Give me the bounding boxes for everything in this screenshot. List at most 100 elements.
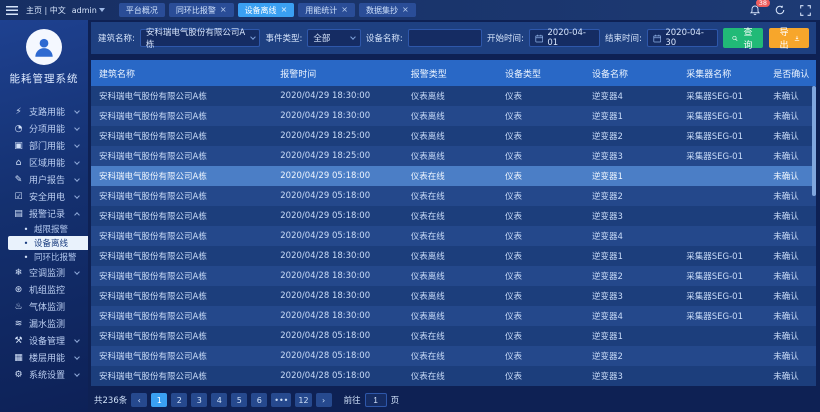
cell-device-name: 逆变器1 <box>592 112 623 122</box>
tab-close-icon[interactable]: × <box>401 5 409 14</box>
table-row[interactable]: 安科瑞电气股份有限公司A栋 2020/04/28 05:18:00 仪表在线 仪… <box>91 326 816 346</box>
sidebar-item-icon: ⊛ <box>14 284 23 295</box>
table-row[interactable]: 安科瑞电气股份有限公司A栋 2020/04/29 05:18:00 仪表在线 仪… <box>91 226 816 246</box>
goto-page-input[interactable] <box>364 393 387 407</box>
cell-confirmed: 未确认 <box>773 212 799 222</box>
page-number: 3 <box>196 395 202 405</box>
page-button[interactable]: 6 <box>251 393 268 407</box>
cell-device-type: 仪表 <box>505 232 523 242</box>
cell-confirmed: 未确认 <box>773 312 799 322</box>
table-row[interactable]: 安科瑞电气股份有限公司A栋 2020/04/28 05:18:00 仪表在线 仪… <box>91 366 816 386</box>
end-date-picker[interactable]: 2020-04-30 <box>646 28 718 48</box>
filter-bar: 建筑名称: 安科瑞电气股份有限公司A栋 事件类型: 全部 设备名称: 开始时间: <box>91 22 816 54</box>
building-select[interactable]: 安科瑞电气股份有限公司A栋 <box>139 28 261 50</box>
table-row[interactable]: 安科瑞电气股份有限公司A栋 2020/04/29 05:18:00 仪表在线 仪… <box>91 186 816 206</box>
bell-icon[interactable]: 38 <box>748 0 770 17</box>
export-button[interactable]: 导出 <box>768 28 809 51</box>
home-language-link[interactable]: 主页 | 中文 <box>26 5 66 15</box>
table-row[interactable]: 安科瑞电气股份有限公司A栋 2020/04/28 05:18:00 仪表在线 仪… <box>91 346 816 366</box>
sidebar-item[interactable]: ⌂ 区域用能 <box>0 154 88 171</box>
table-row[interactable]: 安科瑞电气股份有限公司A栋 2020/04/28 18:30:00 仪表离线 仪… <box>91 266 816 286</box>
fullscreen-icon[interactable] <box>798 3 812 17</box>
sidebar-item-icon: ❄ <box>14 267 23 278</box>
cell-alarm-type: 仪表在线 <box>410 352 445 362</box>
tab[interactable]: 平台概况 <box>118 3 165 17</box>
table-row[interactable]: 安科瑞电气股份有限公司A栋 2020/04/29 18:25:00 仪表离线 仪… <box>91 126 816 146</box>
sidebar-item[interactable]: ⚒ 设备管理 <box>0 332 88 349</box>
page-number: 12 <box>298 395 309 405</box>
table-row[interactable]: 安科瑞电气股份有限公司A栋 2020/04/29 05:18:00 仪表在线 仪… <box>91 206 816 226</box>
device-name-input[interactable] <box>413 33 477 43</box>
sidebar-item[interactable]: ▣ 部门用能 <box>0 137 88 154</box>
hamburger-menu-icon[interactable] <box>6 5 18 15</box>
table-row[interactable]: 安科瑞电气股份有限公司A栋 2020/04/29 05:18:00 仪表在线 仪… <box>91 166 816 186</box>
cell-building: 安科瑞电气股份有限公司A栋 <box>99 112 207 122</box>
sidebar-item[interactable]: ♨ 气体监测 <box>0 298 88 315</box>
table-row[interactable]: 安科瑞电气股份有限公司A栋 2020/04/28 18:30:00 仪表离线 仪… <box>91 286 816 306</box>
vertical-scrollbar[interactable] <box>812 86 816 196</box>
sidebar-item-icon: ☑ <box>14 191 23 202</box>
sidebar-item[interactable]: ◔ 分项用能 <box>0 120 88 137</box>
cell-alarm-time: 2020/04/28 18:30:00 <box>280 291 371 301</box>
prev-page-button[interactable]: ‹ <box>131 393 148 407</box>
next-page-button[interactable]: › <box>315 393 332 407</box>
chevron-down-icon <box>74 107 80 114</box>
table-row[interactable]: 安科瑞电气股份有限公司A栋 2020/04/29 18:30:00 仪表离线 仪… <box>91 86 816 106</box>
cell-device-type: 仪表 <box>505 212 523 222</box>
sidebar-item[interactable]: ❄ 空调监测 <box>0 264 88 281</box>
cell-alarm-time: 2020/04/29 05:18:00 <box>280 191 371 201</box>
tab[interactable]: 数据集抄 × <box>358 3 416 17</box>
tab-close-icon[interactable]: × <box>219 5 227 14</box>
cell-confirmed: 未确认 <box>773 272 799 282</box>
page-button[interactable]: 2 <box>171 393 188 407</box>
cell-confirmed: 未确认 <box>773 372 799 382</box>
table-row[interactable]: 安科瑞电气股份有限公司A栋 2020/04/28 18:30:00 仪表离线 仪… <box>91 246 816 266</box>
page-button[interactable]: 12 <box>295 393 312 407</box>
start-date-picker[interactable]: 2020-04-01 <box>528 28 600 48</box>
page-button[interactable]: ••• <box>271 393 292 407</box>
cell-alarm-time: 2020/04/29 05:18:00 <box>280 231 371 241</box>
cell-alarm-time: 2020/04/28 05:18:00 <box>280 371 371 381</box>
chevron-down-icon <box>74 336 80 343</box>
sidebar-item[interactable]: ⚡ 支路用能 <box>0 103 88 120</box>
sidebar-item[interactable]: ☑ 安全用电 <box>0 188 88 205</box>
tab-close-icon[interactable]: × <box>341 5 348 14</box>
tab[interactable]: 同环比报警 × <box>168 3 234 17</box>
sidebar-item[interactable]: ✎ 用户报告 <box>0 171 88 188</box>
tab-close-icon[interactable]: × <box>280 5 288 14</box>
refresh-icon[interactable] <box>773 3 787 17</box>
event-type-value: 全部 <box>313 34 331 44</box>
col-alarm-time: 报警时间 <box>280 69 317 80</box>
tab[interactable]: 设备离线 × <box>237 3 295 17</box>
sidebar-item[interactable]: ⊛ 机组监控 <box>0 281 88 298</box>
sidebar-item-label: 设备管理 <box>29 337 66 347</box>
cell-device-type: 仪表 <box>505 192 523 202</box>
table-row[interactable]: 安科瑞电气股份有限公司A栋 2020/04/29 18:30:00 仪表离线 仪… <box>91 106 816 126</box>
cell-alarm-type: 仪表离线 <box>410 272 445 282</box>
page-buttons: 1 2 3 4 <box>151 393 312 407</box>
page-number: 6 <box>256 395 262 405</box>
page-button[interactable]: 1 <box>151 393 168 407</box>
cell-building: 安科瑞电气股份有限公司A栋 <box>99 132 207 142</box>
sidebar-item[interactable]: ▤ 报警记录 <box>0 205 88 222</box>
search-button[interactable]: 查询 <box>722 28 763 51</box>
page-button[interactable]: 4 <box>211 393 228 407</box>
tab[interactable]: 用能统计 × <box>298 3 355 17</box>
sidebar-item[interactable]: • 越限报警 <box>0 222 88 236</box>
sidebar-item[interactable]: ▦ 楼层用能 <box>0 349 88 366</box>
cell-device-name: 逆变器3 <box>592 212 623 222</box>
table-row[interactable]: 安科瑞电气股份有限公司A栋 2020/04/29 18:25:00 仪表离线 仪… <box>91 146 816 166</box>
user-menu[interactable]: admin <box>72 6 105 15</box>
calendar-icon <box>653 34 661 42</box>
table-row[interactable]: 安科瑞电气股份有限公司A栋 2020/04/28 18:30:00 仪表离线 仪… <box>91 306 816 326</box>
event-type-select[interactable]: 全部 <box>307 29 361 47</box>
sidebar-item-label: 空调监测 <box>29 269 66 279</box>
user-avatar[interactable] <box>26 29 62 65</box>
sidebar-item[interactable]: ≋ 漏水监测 <box>0 315 88 332</box>
page-button[interactable]: 3 <box>191 393 208 407</box>
sidebar-item[interactable]: • 设备离线 <box>8 236 88 250</box>
cell-device-type: 仪表 <box>505 132 523 142</box>
sidebar-item[interactable]: • 同环比报警 <box>0 250 88 264</box>
sidebar-item[interactable]: ⚙ 系统设置 <box>0 366 88 383</box>
page-button[interactable]: 5 <box>231 393 248 407</box>
